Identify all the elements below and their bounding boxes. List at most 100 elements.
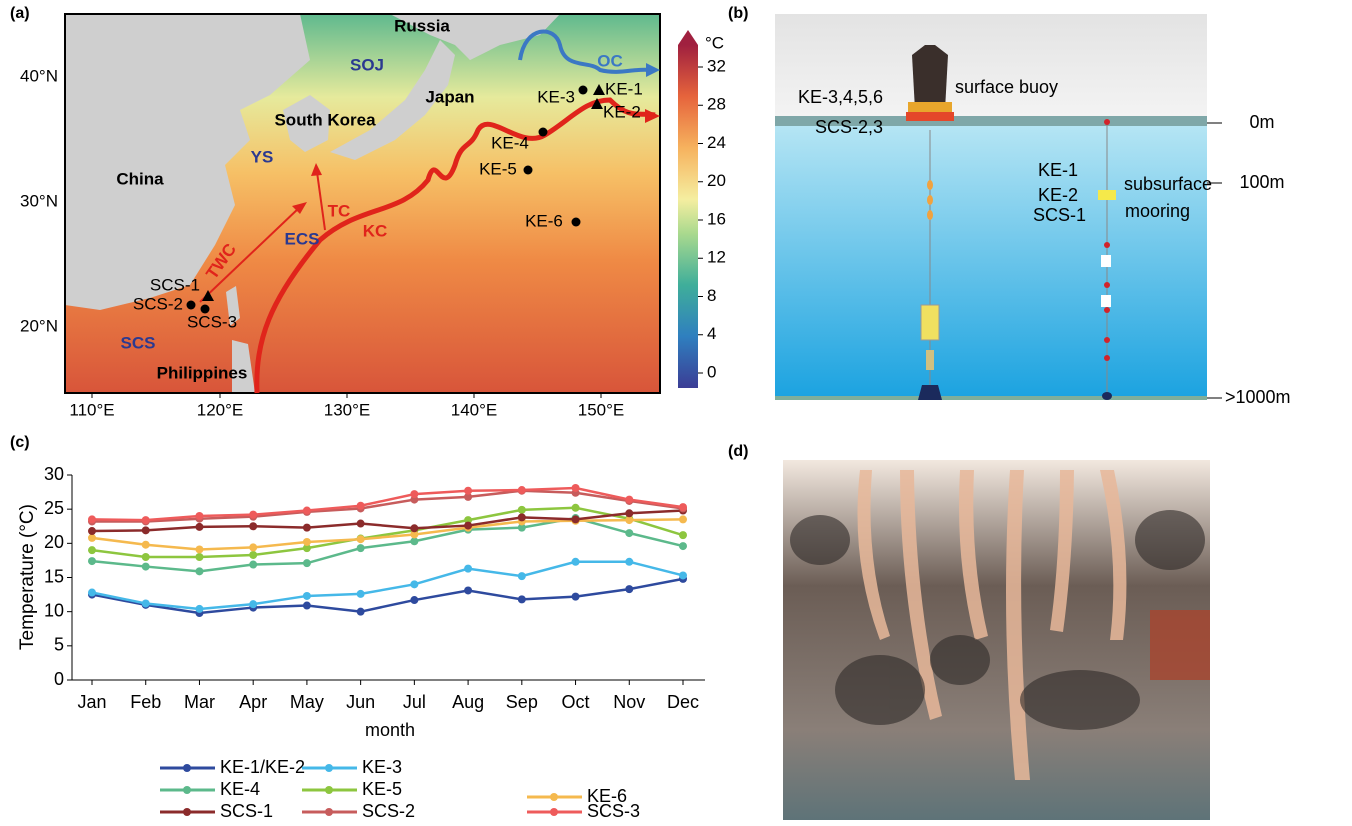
instrument: [921, 305, 939, 340]
x-tick-label: Nov: [613, 692, 645, 712]
figure: (a)(b)(c)(d)40°N30°N20°N110°E120°E130°E1…: [0, 0, 1352, 826]
series-point: [410, 524, 418, 532]
legend-marker: [550, 808, 558, 816]
series-point: [88, 527, 96, 535]
series-point: [357, 535, 365, 543]
x-tick-label: Sep: [506, 692, 538, 712]
series-point: [249, 511, 257, 519]
station-label: KE-4: [491, 133, 529, 152]
series-point: [357, 544, 365, 552]
lon-label: 140°E: [451, 400, 498, 419]
lat-label: 40°N: [20, 66, 58, 85]
legend-label: SCS-3: [587, 801, 640, 821]
hull-red: [1150, 610, 1210, 680]
series-point: [357, 520, 365, 528]
series-point: [195, 605, 203, 613]
diagram-label: surface buoy: [955, 77, 1058, 97]
series-point: [625, 585, 633, 593]
y-tick-label: 0: [54, 669, 64, 689]
legend-label: KE-4: [220, 779, 260, 799]
diagram-label: SCS-1: [1033, 205, 1086, 225]
series-point: [679, 571, 687, 579]
series-point: [410, 537, 418, 545]
series-point: [88, 515, 96, 523]
station-label: SCS-2: [133, 294, 183, 313]
x-tick-label: Dec: [667, 692, 699, 712]
photo-background: [783, 460, 1210, 820]
series-point: [625, 516, 633, 524]
series-point: [303, 524, 311, 532]
series-point: [142, 526, 150, 534]
buoy-band: [908, 102, 952, 112]
station-label: KE-5: [479, 159, 517, 178]
buoy-hull: [906, 112, 954, 121]
series-point: [249, 600, 257, 608]
series-point: [410, 596, 418, 604]
series-point: [249, 561, 257, 569]
station-label: SCS-1: [150, 275, 200, 294]
region-label: Russia: [394, 16, 450, 35]
legend-marker: [325, 786, 333, 794]
series-point: [303, 592, 311, 600]
colorbar-label: 32: [707, 56, 726, 75]
colorbar-label: 16: [707, 209, 726, 228]
series-point: [464, 522, 472, 530]
panel-label: (c): [10, 434, 30, 451]
colorbar-label: 20: [707, 171, 726, 190]
diagram-label: KE-3,4,5,6: [798, 87, 883, 107]
current-label: KC: [363, 221, 388, 240]
series-point: [303, 602, 311, 610]
region-label: Japan: [425, 87, 474, 106]
colorbar-label: 28: [707, 95, 726, 114]
series-point: [303, 507, 311, 515]
series-point: [679, 515, 687, 523]
series-point: [88, 534, 96, 542]
lon-label: 150°E: [578, 400, 625, 419]
photo-barnacles: [783, 460, 1210, 820]
series-point: [357, 590, 365, 598]
series-point: [142, 541, 150, 549]
panel-label: (b): [728, 5, 748, 22]
station-label: SCS-3: [187, 312, 237, 331]
instrument: [926, 350, 934, 370]
station-label: KE-6: [525, 211, 563, 230]
series-point: [142, 516, 150, 524]
series-point: [195, 567, 203, 575]
x-tick-label: May: [290, 692, 324, 712]
diagram-label: mooring: [1125, 201, 1190, 221]
x-tick-label: Mar: [184, 692, 215, 712]
x-tick-label: Oct: [562, 692, 590, 712]
series-point: [572, 484, 580, 492]
legend-marker: [325, 808, 333, 816]
station-marker: [187, 301, 196, 310]
region-label: SCS: [121, 333, 156, 352]
series-point: [518, 513, 526, 521]
lon-label: 110°E: [69, 400, 114, 419]
floats: [927, 180, 933, 220]
series-point: [142, 563, 150, 571]
station-label: KE-1: [605, 79, 643, 98]
series-point: [249, 551, 257, 559]
region-label: YS: [251, 147, 274, 166]
series-point: [464, 565, 472, 573]
x-tick-label: Jan: [77, 692, 106, 712]
legend-label: KE-3: [362, 757, 402, 777]
series-point: [357, 502, 365, 510]
x-tick-label: Feb: [130, 692, 161, 712]
series-point: [88, 546, 96, 554]
depth-label: 0m: [1249, 112, 1274, 132]
colorbar-unit: °C: [705, 33, 724, 52]
station-marker: [524, 166, 533, 175]
colorbar: [678, 45, 698, 388]
series-point: [625, 558, 633, 566]
panel-label: (d): [728, 443, 748, 460]
x-tick-label: Aug: [452, 692, 484, 712]
current-label: TC: [328, 201, 351, 220]
region-label: China: [116, 169, 164, 188]
mooring-float: [1098, 190, 1116, 200]
colorbar-arrow: [678, 30, 698, 45]
series-point: [142, 553, 150, 561]
series-point: [249, 543, 257, 551]
legend-label: KE-5: [362, 779, 402, 799]
instrument: [1101, 255, 1111, 267]
